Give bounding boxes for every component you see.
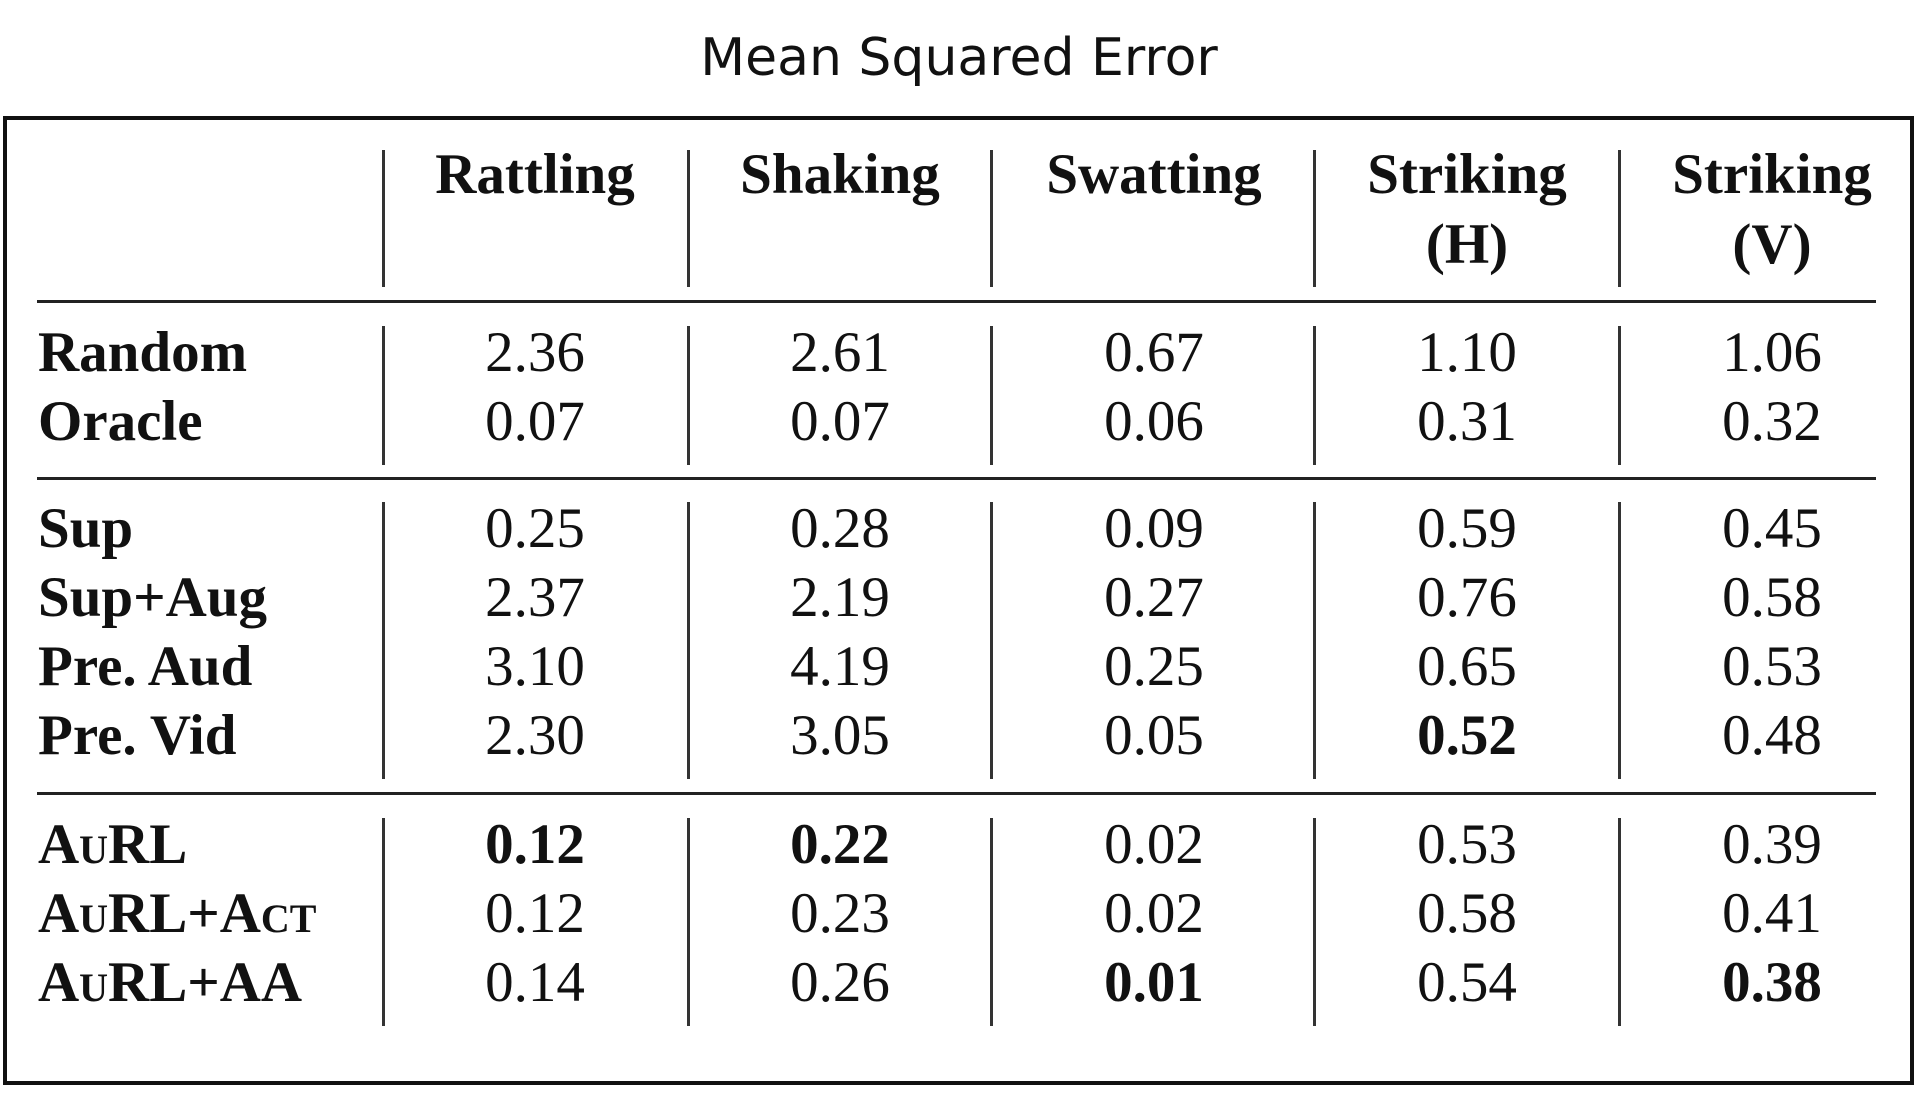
table-frame [3,116,1914,1085]
column-separator [990,502,993,779]
table-title: Mean Squared Error [700,28,1218,88]
table-cell: 2.37 [485,566,585,629]
table-cell: 0.02 [1104,813,1204,876]
column-separator [990,326,993,465]
column-header-line: Striking [1367,143,1567,206]
column-separator [1618,818,1621,1026]
table-cell: 0.48 [1722,704,1822,767]
table-cell: 0.54 [1417,951,1517,1014]
table-cell: 0.26 [790,951,890,1014]
column-separator [1618,502,1621,779]
row-label-text: AuRL+Act [38,882,317,945]
table-cell: 2.30 [485,704,585,767]
table-cell: 0.38 [1722,951,1822,1014]
column-separator [1618,326,1621,465]
column-header-line: Rattling [435,143,635,206]
table-cell: 0.59 [1417,497,1517,560]
horizontal-rule [37,792,1876,795]
table-cell: 3.10 [485,635,585,698]
table-cell: 0.53 [1417,813,1517,876]
table-cell: 0.07 [790,390,890,453]
column-separator [687,326,690,465]
column-separator [1313,818,1316,1026]
column-separator [687,502,690,779]
table-cell: 0.23 [790,882,890,945]
column-header-line: Striking [1672,143,1872,206]
column-header: Striking (V) [1627,140,1917,280]
table-cell: 0.22 [790,813,890,876]
column-header-line: Shaking [740,143,940,206]
table-cell: 2.61 [790,321,890,384]
row-label: Sup+Aug [38,566,267,629]
table-cell: 0.32 [1722,390,1822,453]
table-cell: 0.28 [790,497,890,560]
row-label: AuRL [38,810,187,880]
column-header: Shaking [695,140,985,210]
table-cell: 2.19 [790,566,890,629]
column-separator [382,818,385,1026]
row-label: Oracle [38,390,203,453]
column-separator [990,150,993,287]
table-cell: 0.52 [1417,704,1517,767]
table-cell: 0.53 [1722,635,1822,698]
column-header-line: Swatting [1046,143,1262,206]
table-cell: 0.12 [485,882,585,945]
column-separator [687,150,690,287]
table-cell: 0.05 [1104,704,1204,767]
table-cell: 0.06 [1104,390,1204,453]
row-label: AuRL+AA [38,948,302,1018]
table-cell: 3.05 [790,704,890,767]
row-label: Random [38,321,248,384]
table-cell: 0.67 [1104,321,1204,384]
table-cell: 2.36 [485,321,585,384]
table-cell: 0.39 [1722,813,1822,876]
row-label: Sup [38,497,134,560]
column-header: Rattling [390,140,680,210]
table-cell: 1.06 [1722,321,1822,384]
row-label-text: AuRL+AA [38,951,303,1014]
table-cell: 0.25 [1104,635,1204,698]
table-cell: 4.19 [790,635,890,698]
table-cell: 0.09 [1104,497,1204,560]
row-label: Pre. Vid [38,704,237,767]
column-header-line: (V) [1732,213,1812,276]
column-separator [382,326,385,465]
table-cell: 0.27 [1104,566,1204,629]
horizontal-rule [37,477,1876,480]
column-header-line: (H) [1425,213,1509,276]
row-label-text: AuRL [38,813,188,876]
table-cell: 0.58 [1722,566,1822,629]
table-cell: 0.02 [1104,882,1204,945]
column-separator [1313,150,1316,287]
table-cell: 0.14 [485,951,585,1014]
column-separator [687,818,690,1026]
row-label: AuRL+Act [38,879,316,949]
column-header: Striking (H) [1322,140,1612,280]
horizontal-rule [37,300,1876,303]
column-separator [1313,502,1316,779]
column-header: Swatting [1009,140,1299,210]
column-separator [1618,150,1621,287]
table-cell: 0.07 [485,390,585,453]
column-separator [990,818,993,1026]
column-separator [382,150,385,287]
column-separator [1313,326,1316,465]
column-separator [382,502,385,779]
table-cell: 0.25 [485,497,585,560]
table-cell: 0.45 [1722,497,1822,560]
table-cell: 0.12 [485,813,585,876]
table-cell: 0.58 [1417,882,1517,945]
table-cell: 0.65 [1417,635,1517,698]
table-cell: 0.31 [1417,390,1517,453]
table-cell: 0.41 [1722,882,1822,945]
table-cell: 1.10 [1417,321,1517,384]
table-cell: 0.01 [1104,951,1204,1014]
row-label: Pre. Aud [38,635,253,698]
table-cell: 0.76 [1417,566,1517,629]
